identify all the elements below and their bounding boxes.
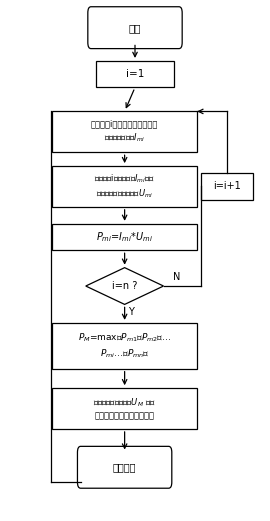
FancyBboxPatch shape (77, 446, 172, 488)
Text: $P_{mi}$=$I_{mi}$*$U_{mi}$: $P_{mi}$=$I_{mi}$*$U_{mi}$ (96, 230, 153, 244)
Text: $P_M$=max（$P_{m1}$，$P_{m2}$，…
$P_{mi}$…，$P_{mn}$）: $P_M$=max（$P_{m1}$，$P_{m2}$，… $P_{mi}$…，… (78, 332, 171, 359)
Text: 调节组串输出电压为$U_M$ 实现
本次循环的最大功率点跟踪: 调节组串输出电压为$U_M$ 实现 本次循环的最大功率点跟踪 (93, 397, 156, 420)
Text: 延时等待: 延时等待 (113, 462, 136, 472)
Text: 利用波峰i的五参数和$I_{mi}$计算
该波峰最大功率点电压$U_{mi}$: 利用波峰i的五参数和$I_{mi}$计算 该波峰最大功率点电压$U_{mi}$ (94, 172, 155, 200)
Text: N: N (173, 272, 180, 282)
Bar (52, 111, 197, 152)
Bar (52, 323, 197, 369)
Bar (52, 224, 197, 250)
Bar (52, 166, 197, 207)
Bar (201, 173, 253, 200)
Bar (52, 388, 197, 429)
Text: i=1: i=1 (126, 69, 144, 79)
Text: 利用波峰i的五参数计算该波峰
最大功率点电流$I_{mi}$: 利用波峰i的五参数计算该波峰 最大功率点电流$I_{mi}$ (91, 120, 158, 144)
Bar (96, 61, 174, 88)
Polygon shape (86, 268, 164, 304)
Text: 开始: 开始 (129, 23, 141, 33)
Text: Y: Y (128, 307, 134, 317)
FancyBboxPatch shape (88, 7, 182, 48)
Text: i=n ?: i=n ? (112, 281, 137, 291)
Text: i=i+1: i=i+1 (213, 181, 241, 191)
